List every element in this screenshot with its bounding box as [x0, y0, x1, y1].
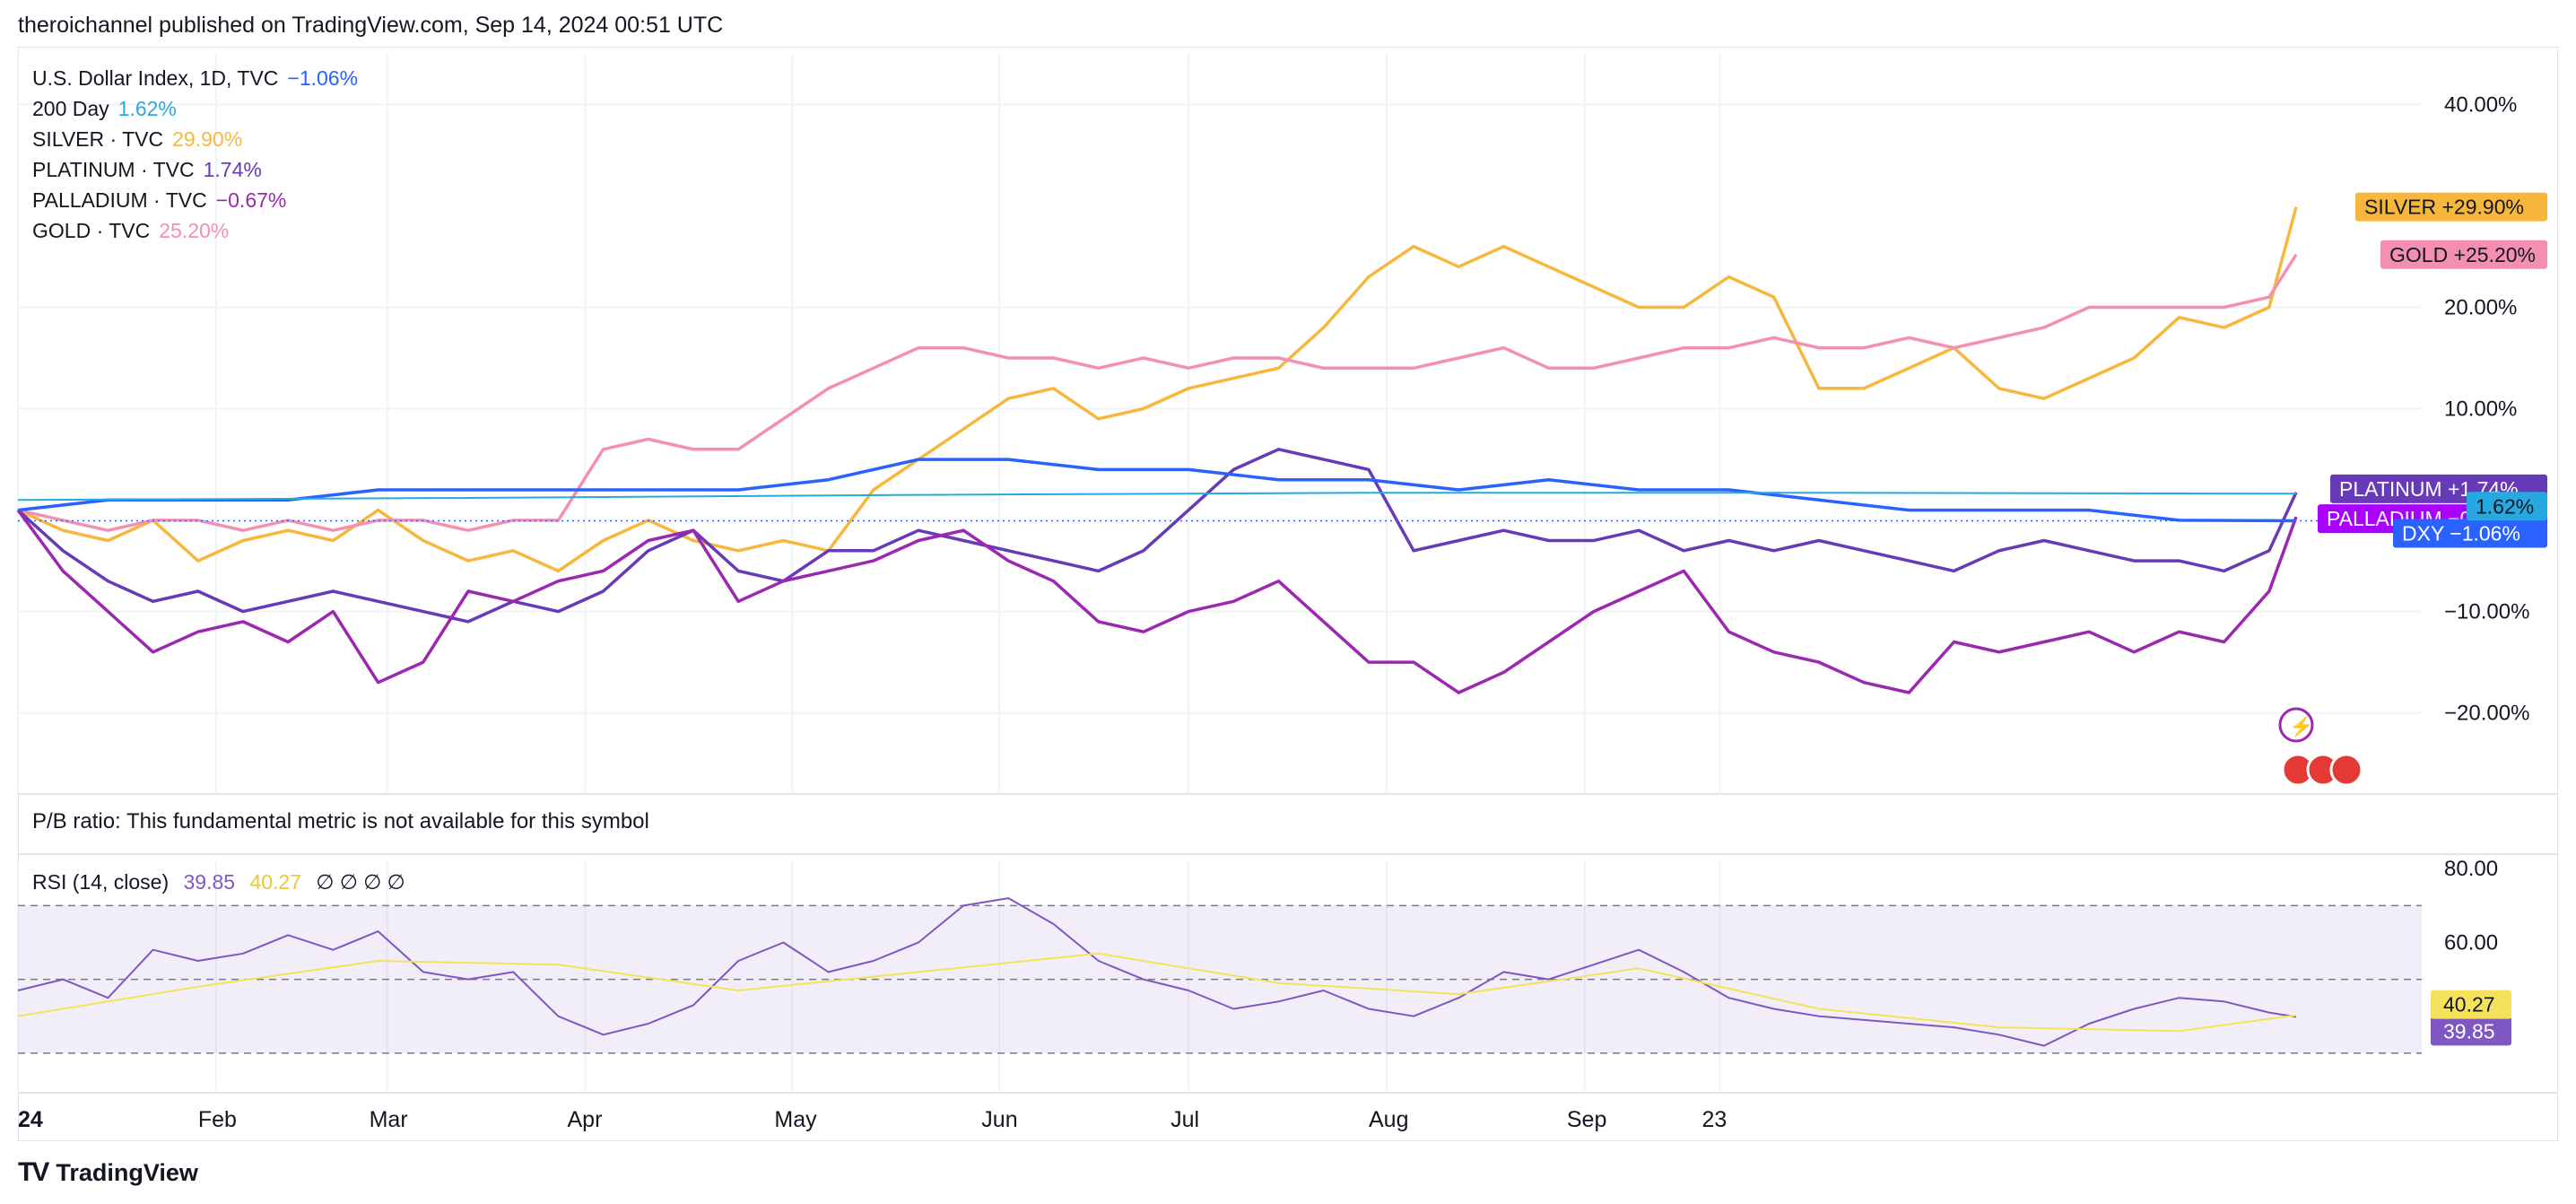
x-tick-label: Jun	[981, 1107, 1017, 1132]
series-line-palladium	[16, 509, 2298, 694]
x-tick-label: Aug	[1369, 1107, 1408, 1132]
price-tag-silver: SILVER +29.90%	[2355, 192, 2547, 222]
price-tag-dxy: DXY −1.06%	[2393, 519, 2547, 548]
legend-label: PALLADIUM · TVC	[32, 188, 207, 212]
legend-label: U.S. Dollar Index, 1D, TVC	[32, 66, 279, 90]
legend-row-dxy[interactable]: U.S. Dollar Index, 1D, TVC −1.06%	[32, 63, 367, 93]
rsi-tag-label: 39.85	[2443, 1019, 2495, 1043]
legend-label: 200 Day	[32, 97, 109, 120]
svg-text:DXY −1.06%: DXY −1.06%	[2402, 522, 2520, 545]
publisher-header: theroichannel published on TradingView.c…	[18, 13, 724, 38]
rsi-label: RSI (14, close)	[32, 870, 170, 894]
x-tick-label: 24	[18, 1107, 43, 1132]
rsi-extras: ∅ ∅ ∅ ∅	[316, 870, 405, 894]
rsi-ma-value: 40.27	[249, 870, 302, 894]
legend-row-gold[interactable]: GOLD · TVC 25.20%	[32, 215, 367, 246]
series-line-200-day	[17, 492, 2297, 502]
event-flash-icon	[2278, 707, 2314, 743]
svg-text:SILVER +29.90%: SILVER +29.90%	[2364, 196, 2524, 219]
y-tick-label: −10.00%	[2444, 600, 2529, 624]
main-legend: U.S. Dollar Index, 1D, TVC −1.06% 200 Day…	[32, 63, 367, 246]
rsi-tag-ma	[2431, 990, 2511, 1019]
rsi-tag-rsi	[2431, 1016, 2511, 1046]
y-tick-label: 20.00%	[2444, 296, 2517, 320]
y-tick-label: 40.00%	[2444, 93, 2517, 118]
legend-label: SILVER · TVC	[32, 127, 164, 151]
legend-value: 1.62%	[117, 97, 177, 120]
svg-text:1.62%: 1.62%	[2476, 494, 2534, 518]
price-tag-gold: GOLD +25.20%	[2380, 240, 2547, 269]
series-line-silver	[17, 206, 2298, 573]
legend-value: −0.67%	[215, 188, 287, 212]
x-tick-label: Mar	[370, 1107, 408, 1132]
legend-label: GOLD · TVC	[32, 219, 151, 242]
rsi-tag-label: 40.27	[2443, 993, 2495, 1016]
tradingview-logo-icon: TV	[18, 1157, 49, 1187]
pb-ratio-note: P/B ratio: This fundamental metric is no…	[32, 809, 649, 833]
economic-event-flag-icon	[2329, 753, 2363, 787]
brand-name: TradingView	[56, 1158, 198, 1186]
x-tick-label: Jul	[1171, 1107, 1199, 1132]
series-line-gold	[17, 253, 2298, 532]
rsi-legend[interactable]: RSI (14, close) 39.85 40.27 ∅ ∅ ∅ ∅	[32, 870, 414, 894]
y-tick-label: −20.00%	[2444, 702, 2529, 726]
legend-row-silver[interactable]: SILVER · TVC 29.90%	[32, 124, 367, 154]
x-tick-label: Apr	[567, 1107, 602, 1132]
legend-value: 29.90%	[172, 127, 243, 151]
legend-value: −1.06%	[287, 66, 359, 90]
rsi-band	[18, 905, 2422, 1053]
rsi-line-ma	[17, 952, 2297, 1033]
x-tick-label: 23	[1701, 1107, 1727, 1132]
event-flash-glyph: ⚡	[2289, 715, 2313, 738]
tradingview-brand[interactable]: TV TradingView	[18, 1157, 198, 1188]
svg-text:GOLD +25.20%: GOLD +25.20%	[2389, 243, 2536, 266]
series-line-dxy	[17, 458, 2297, 523]
rsi-value: 39.85	[183, 870, 236, 894]
rsi-y-tick-label: 60.00	[2444, 930, 2498, 955]
x-tick-label: Feb	[198, 1107, 237, 1132]
legend-label: PLATINUM · TVC	[32, 158, 195, 181]
y-tick-label: 10.00%	[2444, 397, 2517, 422]
rsi-y-tick-label: 80.00	[2444, 857, 2498, 881]
legend-value: 1.74%	[203, 158, 262, 181]
legend-row-palladium[interactable]: PALLADIUM · TVC −0.67%	[32, 185, 367, 215]
x-tick-label: Sep	[1567, 1107, 1606, 1132]
legend-row-platinum[interactable]: PLATINUM · TVC 1.74%	[32, 154, 367, 185]
legend-row-200day[interactable]: 200 Day 1.62%	[32, 93, 367, 124]
legend-value: 25.20%	[159, 219, 230, 242]
x-tick-label: May	[774, 1107, 817, 1132]
series-line-platinum	[16, 448, 2298, 624]
price-tag-200-day: 1.62%	[2467, 492, 2547, 521]
rsi-line-rsi	[17, 897, 2297, 1047]
